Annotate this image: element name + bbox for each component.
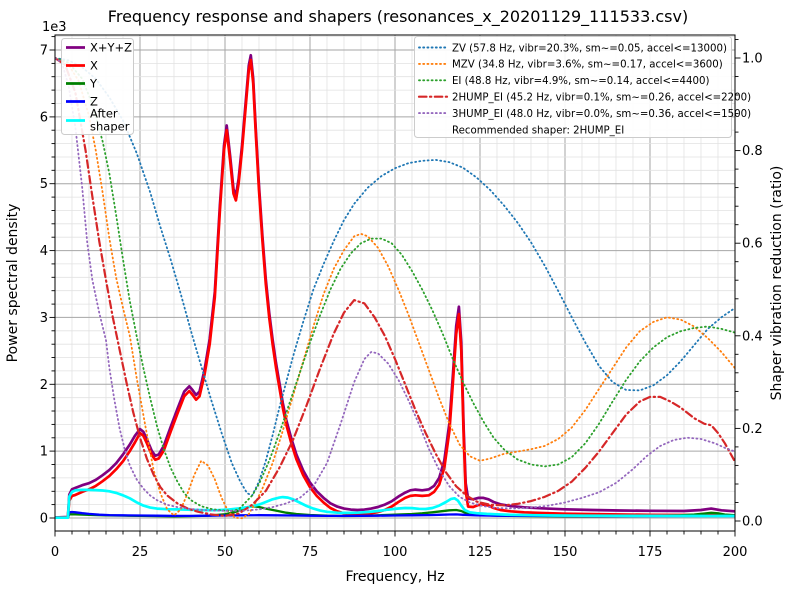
y-left-tick-label: 7	[40, 44, 48, 59]
legend-shapers: ZV (57.8 Hz, vibr=20.3%, sm~=0.05, accel…	[414, 36, 751, 138]
legend-psd-label: Y	[89, 77, 98, 91]
y-right-axis-label: Shaper vibration reduction (ratio)	[769, 166, 785, 401]
legend-shaper-label: MZV (34.8 Hz, vibr=3.6%, sm~=0.17, accel…	[452, 60, 723, 71]
y-right-tick-label: 0.2	[742, 422, 763, 437]
axes-frame	[54, 34, 736, 532]
x-axis-label: Frequency, Hz	[345, 569, 444, 585]
y-right-tick-label: 0.6	[742, 237, 763, 252]
y-right-tick-label: 0.8	[742, 144, 763, 159]
y-right-tick-label: 0.0	[742, 515, 763, 530]
y-left-offset-label: 1e3	[42, 20, 67, 35]
legend-psd-label: Z	[90, 95, 98, 109]
x-tick-label: 200	[723, 545, 748, 560]
y-left-tick-label: 6	[40, 110, 48, 125]
series-zv	[55, 57, 735, 497]
x-tick-label: 125	[468, 545, 493, 560]
legend-shaper-label: ZV (57.8 Hz, vibr=20.3%, sm~=0.05, accel…	[452, 43, 727, 54]
y-left-tick-label: 2	[40, 378, 48, 393]
legend-recommended-shaper: Recommended shaper: 2HUMP_EI	[452, 125, 624, 136]
x-tick-label: 150	[553, 545, 578, 560]
legend-shapers-box	[414, 36, 732, 138]
axis-ticks	[49, 36, 741, 537]
legend-psd-label: X	[90, 59, 98, 73]
data-curves	[55, 53, 735, 520]
chart-title: Frequency response and shapers (resonanc…	[108, 7, 688, 27]
y-left-tick-label: 3	[40, 311, 48, 326]
x-tick-label: 175	[638, 545, 663, 560]
x-tick-label: 25	[132, 545, 149, 560]
series-after-shaper	[55, 488, 735, 520]
x-tick-label: 50	[217, 545, 234, 560]
x-tick-label: 75	[302, 545, 319, 560]
legend-psd-label: After	[90, 107, 118, 121]
series-3hump-ei	[55, 57, 735, 512]
legend-shaper-label: 2HUMP_EI (45.2 Hz, vibr=0.1%, sm~=0.26, …	[452, 93, 751, 104]
series-x	[55, 58, 735, 520]
y-left-tick-label: 4	[40, 244, 48, 259]
legend-psd-box	[61, 38, 134, 135]
x-tick-label: 100	[383, 545, 408, 560]
legend-psd-label: X+Y+Z	[90, 41, 132, 55]
legend-shaper-label: EI (48.8 Hz, vibr=4.9%, sm~=0.14, accel<…	[452, 76, 709, 87]
x-tick-label: 0	[51, 545, 59, 560]
y-left-tick-label: 5	[40, 177, 48, 192]
series-mzv	[55, 57, 735, 520]
series-ei	[55, 57, 735, 512]
y-right-tick-label: 1.0	[742, 52, 763, 67]
legend-psd-label-line2: shaper	[90, 120, 130, 134]
y-right-tick-label: 0.4	[742, 329, 763, 344]
legend-shaper-label: 3HUMP_EI (48.0 Hz, vibr=0.0%, sm~=0.36, …	[452, 109, 751, 120]
axis-tick-labels: 0 25 50 75 100 125 150 175 200 0 1 2 3 4 5 6 7 0.0 0.2 0.4 0…	[40, 44, 763, 561]
y-left-tick-label: 1	[40, 445, 48, 460]
y-left-axis-label: Power spectral density	[5, 204, 21, 363]
y-left-tick-label: 0	[40, 512, 48, 527]
series-2hump-ei	[55, 56, 735, 518]
